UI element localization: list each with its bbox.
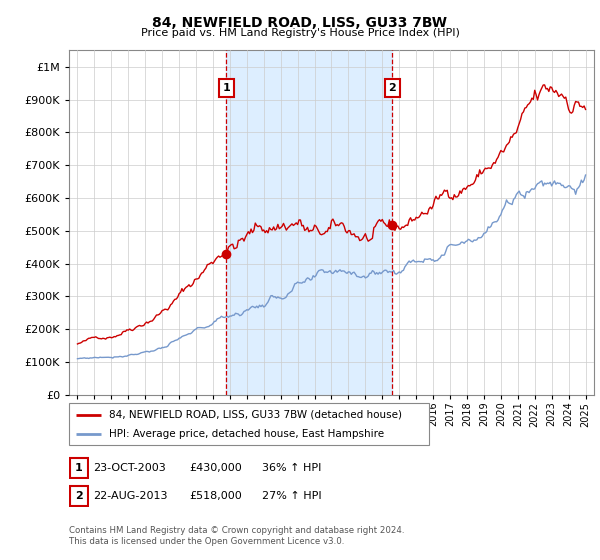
- Text: 84, NEWFIELD ROAD, LISS, GU33 7BW (detached house): 84, NEWFIELD ROAD, LISS, GU33 7BW (detac…: [109, 409, 401, 419]
- Text: 23-OCT-2003: 23-OCT-2003: [94, 463, 166, 473]
- FancyBboxPatch shape: [70, 486, 88, 506]
- Text: 1: 1: [223, 83, 230, 94]
- Text: 36% ↑ HPI: 36% ↑ HPI: [262, 463, 321, 473]
- Text: 1: 1: [75, 463, 83, 473]
- Text: £430,000: £430,000: [190, 463, 242, 473]
- Text: Contains HM Land Registry data © Crown copyright and database right 2024.
This d: Contains HM Land Registry data © Crown c…: [69, 526, 404, 546]
- Text: £518,000: £518,000: [190, 491, 242, 501]
- Text: 27% ↑ HPI: 27% ↑ HPI: [262, 491, 321, 501]
- Text: Price paid vs. HM Land Registry's House Price Index (HPI): Price paid vs. HM Land Registry's House …: [140, 28, 460, 38]
- Text: 22-AUG-2013: 22-AUG-2013: [94, 491, 168, 501]
- Bar: [226, 50, 392, 395]
- Text: 2: 2: [389, 83, 397, 94]
- FancyBboxPatch shape: [69, 403, 429, 445]
- FancyBboxPatch shape: [70, 458, 88, 478]
- Text: 2: 2: [75, 491, 83, 501]
- Text: HPI: Average price, detached house, East Hampshire: HPI: Average price, detached house, East…: [109, 429, 384, 439]
- Text: 84, NEWFIELD ROAD, LISS, GU33 7BW: 84, NEWFIELD ROAD, LISS, GU33 7BW: [152, 16, 448, 30]
